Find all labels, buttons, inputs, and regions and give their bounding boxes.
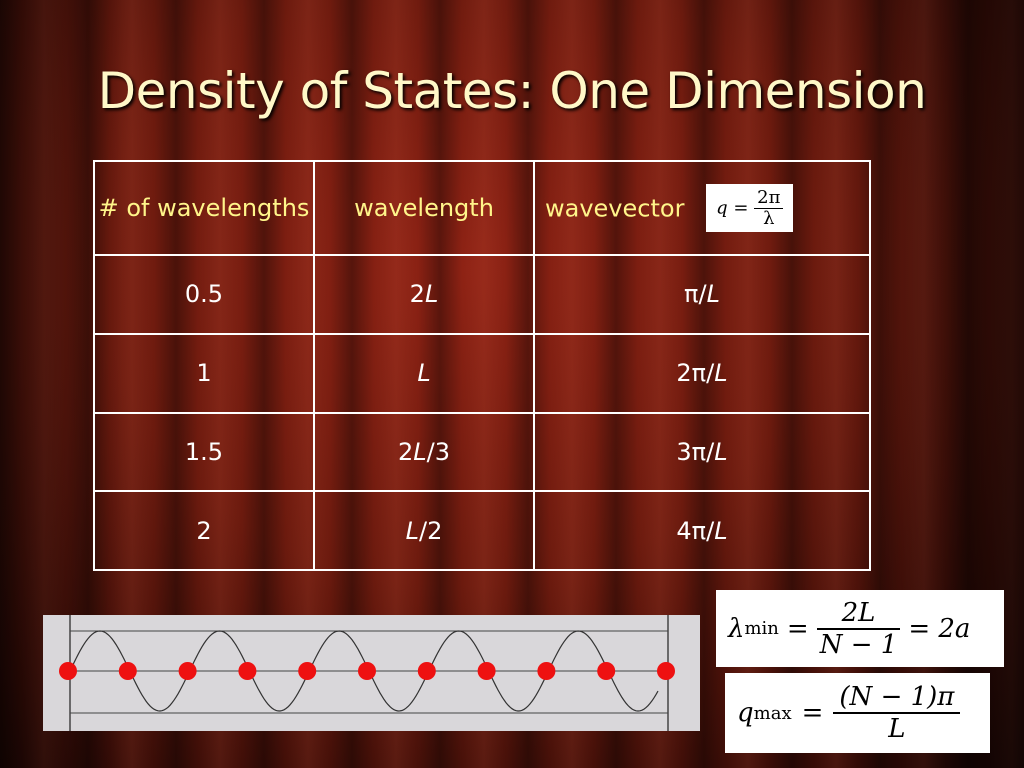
cell-wavevector-var: L <box>714 437 728 466</box>
cell-wavevector: 4π/L <box>533 490 871 571</box>
q-max-equation: q max = (N − 1)π L <box>725 673 990 753</box>
cell-wavelength-div: /2 <box>419 516 443 545</box>
q-equals: = <box>801 698 824 728</box>
formula-numerator: 2π <box>754 187 784 209</box>
q-denominator: L <box>888 714 906 744</box>
cell-wavevector-var: L <box>714 516 728 545</box>
cell-count: 2 <box>93 490 315 571</box>
wave-diagram <box>59 615 675 731</box>
table-row: 1 L 2π/L <box>93 332 871 414</box>
cell-wavelength: L/2 <box>313 490 535 571</box>
atom-dot <box>238 662 257 680</box>
cell-wavelength-var: L <box>413 437 427 466</box>
header-wavevector: wavevector q = 2π λ <box>533 160 871 256</box>
wave-figure <box>43 615 700 731</box>
lambda-equals: = <box>786 613 809 644</box>
lambda-denominator: N − 1 <box>819 629 898 660</box>
header-count: # of wavelengths <box>93 160 315 256</box>
formula-denominator: λ <box>763 207 775 229</box>
cell-wavelength-coef: 2 <box>397 437 414 466</box>
cell-wavelength: 2L <box>313 254 535 335</box>
cell-wavevector: 3π/L <box>533 411 871 493</box>
header-wavelength: wavelength <box>313 160 535 256</box>
cell-wavevector: π/L <box>533 254 871 335</box>
atom-dot <box>358 662 376 680</box>
atom-dot <box>118 662 137 680</box>
q-fraction: (N − 1)π L <box>833 682 961 744</box>
q-numerator: (N − 1)π <box>833 682 961 714</box>
cell-count: 1 <box>93 332 315 414</box>
lambda-min-equation: λ min = 2L N − 1 = 2a <box>716 590 1004 667</box>
cell-wavelength-var: L <box>417 359 431 388</box>
cell-wavelength: 2L/3 <box>313 411 535 493</box>
cell-wavelength-coef: 2 <box>409 280 425 309</box>
lambda-rhs: = 2a <box>908 613 971 644</box>
cell-wavevector-coef: 3π/ <box>676 437 715 466</box>
cell-wavelength-div: /3 <box>426 437 450 466</box>
atom-dot <box>178 662 197 680</box>
atom-dot <box>477 662 496 680</box>
atom-dot <box>59 662 77 680</box>
atom-dot <box>417 662 436 680</box>
header-wavevector-label: wavevector <box>545 194 685 222</box>
table-row: 2 L/2 4π/L <box>93 490 871 571</box>
q-symbol: q <box>737 698 754 728</box>
atom-dot <box>657 662 675 680</box>
table-row: 1.5 2L/3 3π/L <box>93 411 871 493</box>
cell-wavevector-var: L <box>706 280 720 309</box>
atom-dot <box>597 662 616 680</box>
formula-lhs: q = <box>716 197 749 218</box>
cell-wavelength-var: L <box>424 280 439 309</box>
sine-wave <box>69 630 659 712</box>
cell-wavevector-coef: 2π/ <box>676 359 715 388</box>
cell-count: 1.5 <box>93 411 315 493</box>
lambda-numerator: 2L <box>816 598 901 630</box>
cell-wavevector-var: L <box>714 359 728 388</box>
lambda-subscript: min <box>744 618 779 639</box>
wavevector-formula: q = 2π λ <box>706 183 794 233</box>
table-header-row: # of wavelengths wavelength wavevector q… <box>93 160 871 256</box>
lambda-fraction: 2L N − 1 <box>816 598 901 660</box>
wavelength-table: # of wavelengths wavelength wavevector q… <box>93 160 871 571</box>
cell-count: 0.5 <box>93 254 315 335</box>
table-row: 0.5 2L π/L <box>93 254 871 335</box>
lambda-symbol: λ <box>728 613 745 644</box>
atom-dot <box>298 662 317 680</box>
cell-wavevector-coef: π/ <box>684 280 707 309</box>
cell-wavevector: 2π/L <box>533 332 871 414</box>
formula-fraction: 2π λ <box>754 187 784 229</box>
q-subscript: max <box>753 702 792 724</box>
slide-title: Density of States: One Dimension <box>97 62 927 120</box>
cell-wavelength: L <box>313 332 535 414</box>
cell-wavelength-var: L <box>405 516 419 545</box>
cell-wavevector-coef: 4π/ <box>676 516 715 545</box>
atom-dot <box>537 662 556 680</box>
